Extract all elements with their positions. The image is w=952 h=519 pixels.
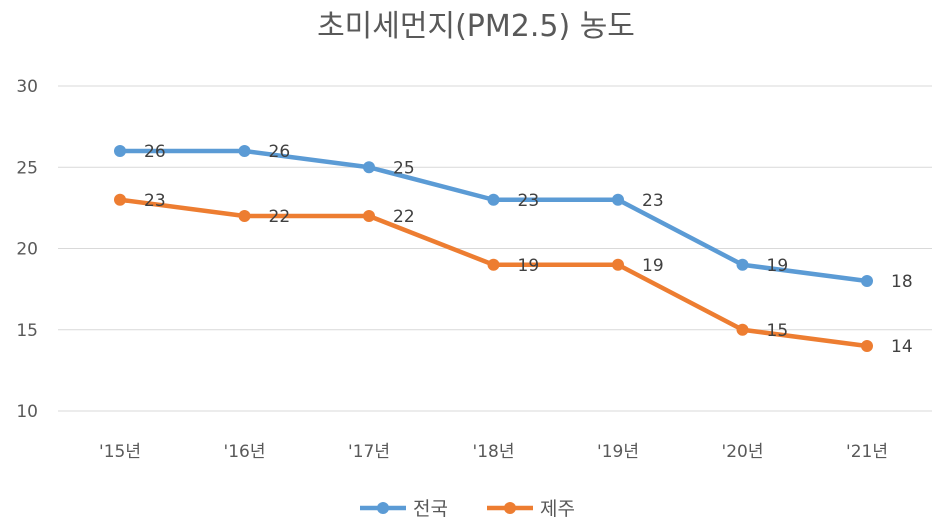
legend-label: 제주: [540, 498, 575, 519]
data-label: 26: [144, 142, 166, 162]
y-tick-label: 25: [16, 158, 38, 178]
data-label: 19: [642, 256, 664, 276]
y-tick-label: 20: [16, 240, 38, 260]
x-axis-ticks: '15년 '16년 '17년 '18년 '19년 '20년 '21년: [99, 442, 888, 462]
data-label: 19: [518, 256, 540, 276]
legend-label: 전국: [413, 498, 448, 519]
data-label: 26: [269, 142, 291, 162]
data-label: 23: [144, 191, 166, 211]
data-point[interactable]: [612, 258, 624, 271]
x-tick-label: '19년: [597, 442, 639, 462]
data-point[interactable]: [861, 340, 873, 352]
chart-title: 초미세먼지(PM2.5) 농도: [317, 9, 635, 44]
x-tick-label: '16년: [224, 442, 266, 462]
data-point[interactable]: [736, 258, 749, 271]
x-tick-label: '17년: [348, 442, 390, 462]
x-tick-label: '18년: [473, 442, 515, 462]
data-point[interactable]: [487, 193, 500, 206]
data-point[interactable]: [238, 145, 251, 157]
legend-swatch-marker: [504, 502, 516, 514]
gridlines: [58, 85, 932, 412]
legend[interactable]: 전국 제주: [360, 498, 575, 519]
data-label: 22: [269, 207, 291, 227]
data-label: 25: [393, 158, 415, 178]
series-2: [114, 193, 873, 352]
data-label: 23: [518, 191, 540, 211]
y-tick-label: 10: [16, 402, 38, 422]
x-tick-label: '21년: [846, 442, 888, 462]
x-tick-label: '15년: [99, 442, 141, 462]
y-tick-label: 15: [16, 321, 38, 341]
data-label: 15: [767, 321, 789, 341]
legend-item[interactable]: 제주: [487, 498, 575, 519]
data-label: 18: [891, 272, 913, 292]
data-point[interactable]: [363, 210, 375, 222]
data-point[interactable]: [487, 258, 500, 271]
data-point[interactable]: [861, 275, 873, 287]
legend-swatch-marker: [377, 502, 389, 514]
data-label: 14: [891, 337, 913, 357]
data-label: 23: [642, 191, 664, 211]
data-labels: 26 26 25 23 23 19 18 23 22 22 19 19 15 14: [144, 142, 913, 357]
data-point[interactable]: [114, 145, 126, 157]
data-point[interactable]: [238, 210, 251, 222]
data-point[interactable]: [612, 193, 624, 206]
y-axis-ticks: 10 15 20 25 30: [16, 77, 38, 422]
series-line: [117, 197, 870, 349]
data-label: 22: [393, 207, 415, 227]
series-group: [114, 145, 873, 352]
data-point[interactable]: [736, 323, 749, 336]
y-tick-label: 30: [16, 77, 38, 97]
data-point[interactable]: [114, 193, 126, 206]
series-1: [114, 145, 873, 287]
legend-item[interactable]: 전국: [360, 498, 448, 519]
x-tick-label: '20년: [722, 442, 764, 462]
data-point[interactable]: [363, 161, 375, 174]
data-label: 19: [767, 256, 789, 276]
